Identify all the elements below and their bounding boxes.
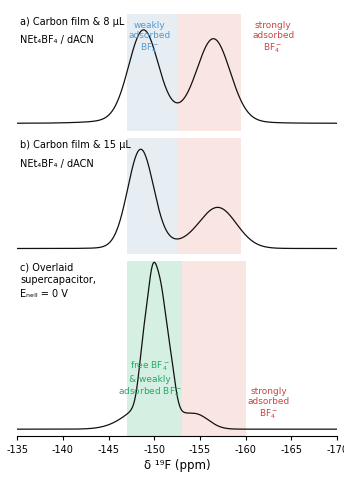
Text: a) Carbon film & 8 μL: a) Carbon film & 8 μL	[20, 17, 125, 27]
Bar	[182, 261, 246, 436]
Text: supercapacitor,: supercapacitor,	[20, 275, 96, 285]
Text: Eₙₑₗₗ = 0 V: Eₙₑₗₗ = 0 V	[20, 289, 68, 299]
Text: c) Overlaid: c) Overlaid	[20, 263, 74, 273]
Text: NEt₄BF₄ / dACN: NEt₄BF₄ / dACN	[20, 159, 94, 169]
Text: b) Carbon film & 15 μL: b) Carbon film & 15 μL	[20, 140, 131, 150]
Bar	[127, 261, 182, 436]
X-axis label: δ ¹⁹F (ppm): δ ¹⁹F (ppm)	[144, 459, 211, 472]
Bar	[177, 138, 241, 254]
Text: strongly
adsorbed
BF$_4^-$: strongly adsorbed BF$_4^-$	[252, 21, 294, 56]
Text: NEt₄BF₄ / dACN: NEt₄BF₄ / dACN	[20, 35, 94, 46]
Bar	[127, 14, 177, 131]
Text: strongly
adsorbed
BF$_4^-$: strongly adsorbed BF$_4^-$	[247, 387, 290, 422]
Text: free BF$_4^-$
& weakly
adsorbed BF$_4^-$: free BF$_4^-$ & weakly adsorbed BF$_4^-$	[118, 360, 182, 399]
Bar	[177, 14, 241, 131]
Text: weakly
adsorbed
BF$_4^-$: weakly adsorbed BF$_4^-$	[129, 21, 171, 56]
Bar	[127, 138, 177, 254]
